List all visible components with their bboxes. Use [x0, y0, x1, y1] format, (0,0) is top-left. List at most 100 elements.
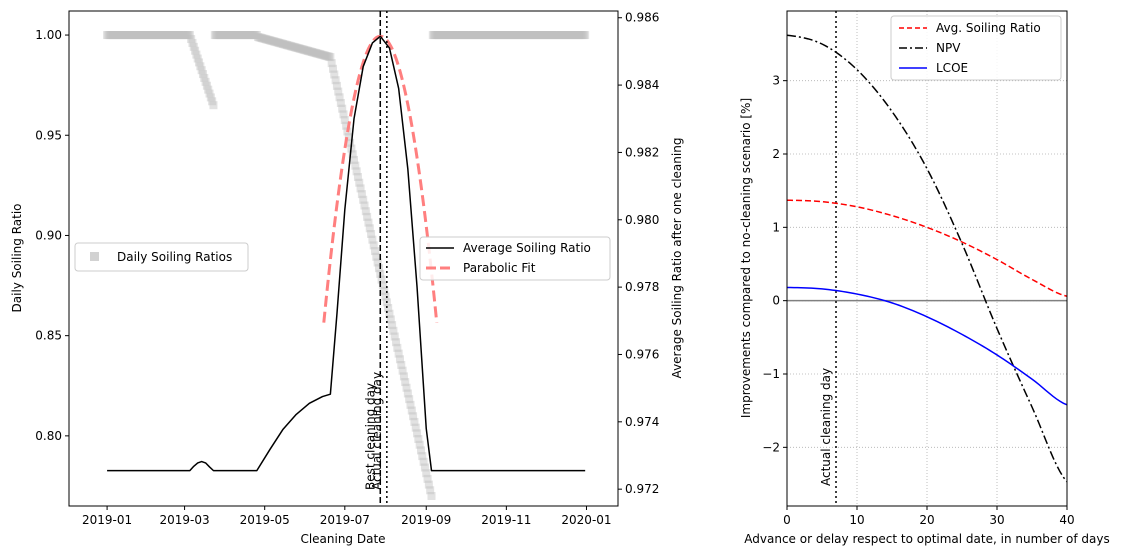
daily-soiling-point — [399, 372, 408, 381]
daily-soiling-point — [104, 31, 113, 40]
daily-soiling-point — [460, 31, 469, 40]
daily-soiling-point — [155, 31, 164, 40]
daily-soiling-point — [168, 31, 177, 40]
daily-soiling-point — [494, 31, 503, 40]
daily-soiling-point — [318, 50, 327, 59]
daily-soiling-point — [181, 31, 190, 40]
daily-soiling-point — [413, 429, 422, 438]
daily-soiling-point — [348, 150, 357, 159]
daily-soiling-point — [456, 31, 465, 40]
daily-soiling-point — [406, 400, 415, 409]
improvement-x-tick-label: 40 — [1059, 513, 1074, 527]
daily-soiling-point — [575, 31, 584, 40]
daily-soiling-point — [305, 47, 314, 56]
daily-soiling-point — [338, 104, 347, 113]
daily-soiling-point — [251, 31, 260, 40]
daily-soiling-point — [526, 31, 534, 40]
daily-soiling-point — [487, 31, 496, 40]
daily-soiling-point — [184, 31, 193, 40]
daily-soiling-scatter — [103, 31, 590, 500]
daily-soiling-point — [346, 138, 355, 147]
daily-soiling-point — [164, 31, 173, 40]
daily-soiling-point — [515, 31, 524, 40]
daily-soiling-point — [151, 31, 160, 40]
daily-soiling-point — [206, 93, 215, 102]
soiling-right-y-tick-label: 0.976 — [625, 347, 659, 361]
daily-soiling-point — [565, 31, 574, 40]
daily-soiling-point — [432, 31, 441, 40]
daily-soiling-point — [162, 31, 171, 40]
daily-soiling-point — [298, 45, 307, 54]
daily-soiling-point — [233, 31, 242, 40]
daily-soiling-point — [189, 42, 198, 51]
daily-soiling-point — [540, 31, 549, 40]
daily-soiling-point — [311, 49, 320, 58]
daily-soiling-point — [377, 275, 386, 284]
daily-soiling-point — [528, 31, 537, 40]
daily-soiling-point — [306, 47, 315, 56]
daily-soiling-point — [268, 37, 277, 46]
daily-soiling-point — [254, 33, 263, 42]
daily-soiling-point — [523, 31, 532, 40]
daily-soiling-point — [139, 31, 148, 40]
daily-soiling-point — [461, 31, 470, 40]
daily-soiling-point — [204, 85, 213, 94]
daily-soiling-point — [351, 161, 360, 170]
daily-soiling-point — [281, 40, 290, 49]
daily-soiling-point — [280, 40, 289, 49]
daily-soiling-point — [226, 31, 235, 40]
daily-soiling-point — [369, 241, 378, 250]
daily-soiling-point — [430, 31, 439, 40]
daily-soiling-point — [533, 31, 542, 40]
daily-soiling-point — [307, 47, 316, 56]
daily-soiling-point — [196, 62, 205, 71]
daily-soiling-point — [499, 31, 508, 40]
daily-soiling-point — [344, 133, 353, 142]
daily-soiling-point — [410, 417, 419, 426]
improvement-y-tick-label: 1 — [772, 220, 780, 234]
daily-soiling-point — [267, 36, 276, 45]
daily-soiling-point — [109, 31, 118, 40]
daily-soiling-point — [547, 31, 556, 40]
daily-soiling-point — [187, 35, 196, 44]
daily-soiling-point — [262, 35, 271, 44]
daily-soiling-point — [128, 31, 137, 40]
daily-soiling-point — [489, 31, 498, 40]
daily-soiling-point — [238, 31, 247, 40]
daily-soiling-point — [357, 190, 366, 199]
daily-soiling-point — [566, 31, 575, 40]
daily-soiling-point — [577, 31, 586, 40]
daily-soiling-point — [332, 81, 341, 90]
daily-soiling-point — [174, 31, 183, 40]
soiling-left-y-ticks: 0.80 0.85 0.90 0.95 1.00 — [35, 28, 69, 443]
daily-soiling-point — [334, 87, 343, 96]
daily-soiling-point — [527, 31, 536, 40]
daily-soiling-point — [158, 31, 167, 40]
daily-soiling-point — [350, 155, 359, 164]
daily-soiling-point — [163, 31, 172, 40]
daily-soiling-point — [159, 31, 168, 40]
daily-soiling-point — [545, 31, 554, 40]
soiling-x-tick-label: 2019-09 — [401, 513, 451, 527]
daily-soiling-point — [248, 31, 257, 40]
improvement-y-tick-label: 0 — [772, 294, 780, 308]
soiling-x-tick-label: 2019-11 — [481, 513, 531, 527]
daily-soiling-point — [483, 31, 492, 40]
soiling-x-tick-label: 2019-03 — [160, 513, 210, 527]
daily-soiling-point — [198, 70, 207, 79]
daily-soiling-point — [256, 33, 265, 42]
daily-soiling-point — [134, 31, 143, 40]
daily-soiling-point — [405, 395, 414, 404]
daily-soiling-point — [561, 31, 570, 40]
daily-soiling-point — [336, 98, 345, 107]
soiling-x-tick-label: 2019-07 — [320, 513, 370, 527]
daily-soiling-point — [436, 31, 445, 40]
daily-soiling-point — [252, 31, 261, 40]
daily-soiling-point — [395, 355, 404, 364]
improvement-y-tick-label: 3 — [772, 74, 780, 88]
improvement-x-tick-label: 30 — [989, 513, 1004, 527]
daily-soiling-point — [389, 326, 398, 335]
daily-soiling-point — [536, 31, 545, 40]
